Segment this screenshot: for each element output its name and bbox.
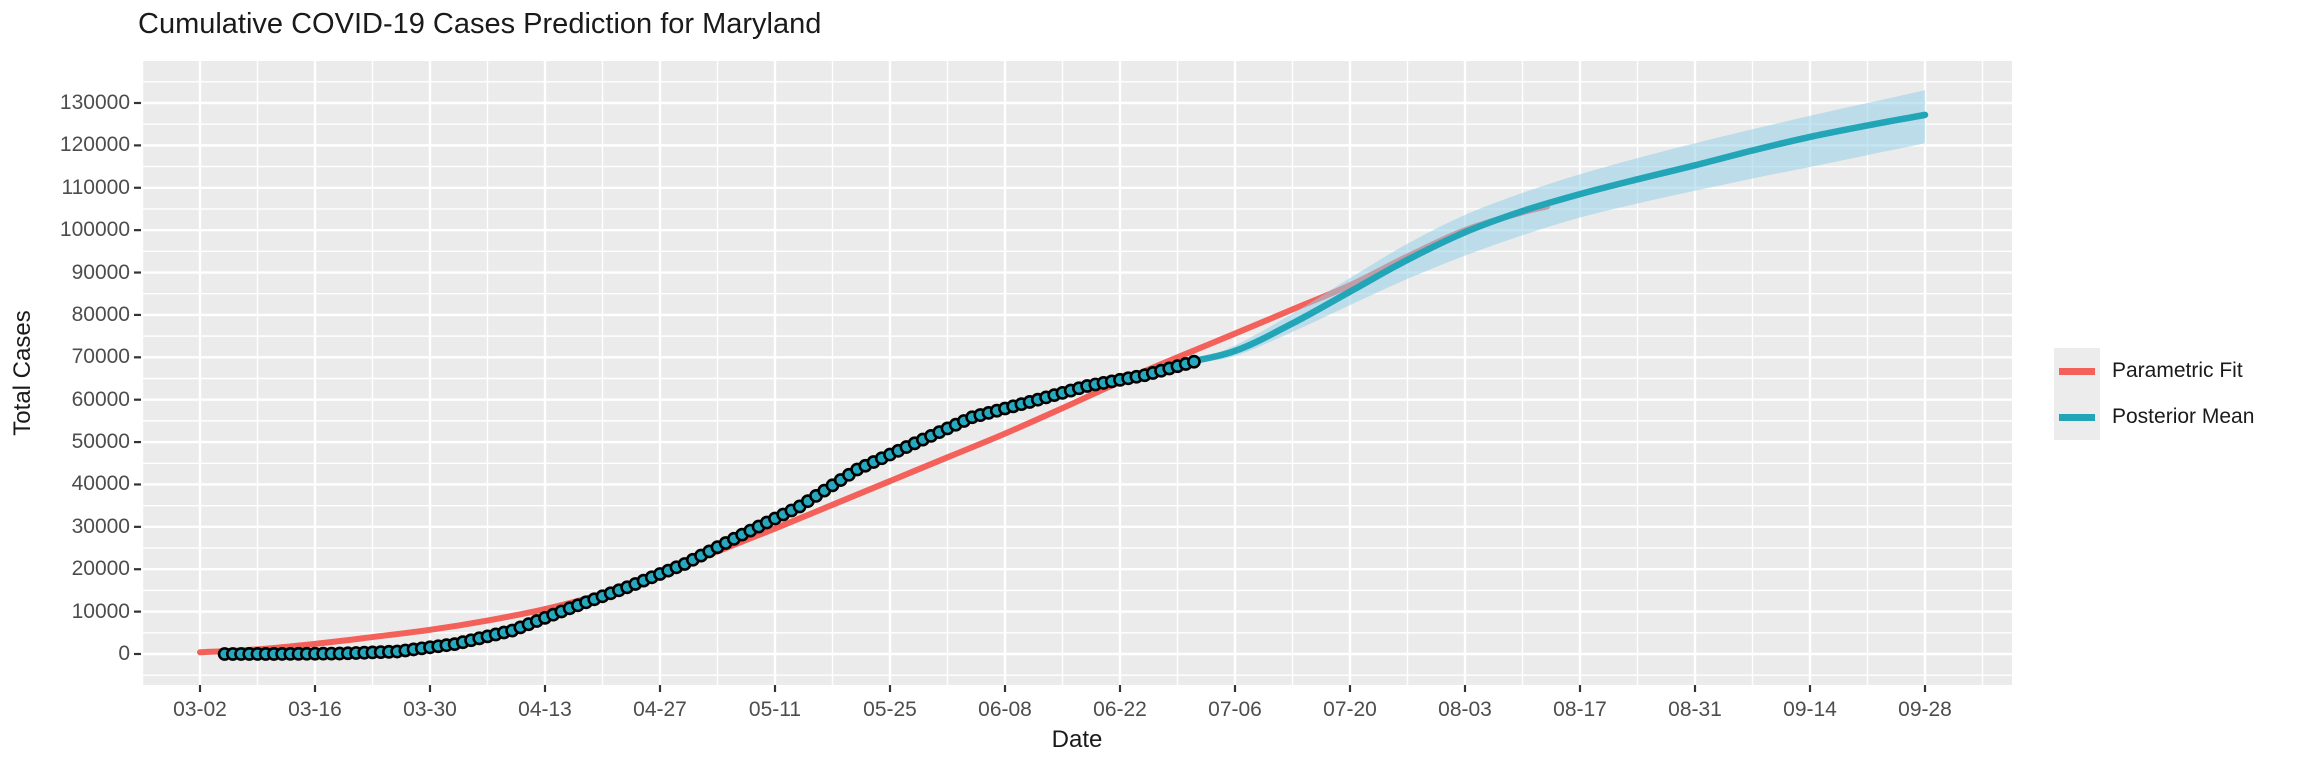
- x-tick-label: 03-30: [403, 698, 457, 721]
- x-tick-label: 07-06: [1208, 698, 1262, 721]
- y-tick-label: 100000: [59, 218, 130, 242]
- parametric-fit-swatch: [2059, 367, 2095, 375]
- x-tick-label: 04-27: [633, 698, 687, 721]
- axis-tick-marks: [134, 101, 1927, 692]
- legend-key-posterior-mean: [2054, 394, 2100, 440]
- x-tick-label: 08-31: [1668, 698, 1722, 721]
- x-axis-title: Date: [1051, 726, 1103, 753]
- y-tick-label: 40000: [71, 472, 130, 496]
- y-tick-label: 120000: [59, 133, 130, 157]
- legend-item-parametric-fit: Parametric Fit: [2054, 348, 2254, 394]
- gridlines: [142, 61, 2012, 685]
- y-tick-label: 70000: [71, 345, 130, 369]
- y-tick-label: 0: [118, 642, 130, 665]
- x-tick-label: 08-03: [1438, 698, 1492, 721]
- x-tick-label: 06-22: [1093, 698, 1147, 721]
- x-tick-label: 07-20: [1323, 698, 1377, 721]
- y-tick-label: 50000: [71, 430, 130, 454]
- observed-point: [1187, 354, 1201, 369]
- y-tick-label: 80000: [71, 302, 130, 326]
- chart-title: Cumulative COVID-19 Cases Prediction for…: [138, 8, 822, 40]
- x-tick-label: 04-13: [518, 698, 572, 721]
- y-tick-label: 110000: [61, 175, 130, 199]
- y-tick-label: 30000: [71, 514, 130, 538]
- posterior-mean-swatch: [2059, 413, 2095, 421]
- x-tick-label: 09-28: [1898, 698, 1952, 721]
- x-tick-label: 03-16: [288, 698, 342, 721]
- legend-label-parametric-fit: Parametric Fit: [2112, 359, 2243, 382]
- x-tick-label: 03-02: [173, 698, 227, 721]
- y-tick-label: 20000: [71, 557, 130, 581]
- y-tick-label: 60000: [71, 387, 130, 411]
- posterior-mean-line: [1059, 111, 1929, 395]
- legend-item-posterior-mean: Posterior Mean: [2054, 394, 2254, 440]
- y-tick-label: 90000: [71, 260, 130, 284]
- x-tick-label: 05-11: [748, 698, 802, 721]
- y-tick-label: 130000: [59, 91, 130, 114]
- x-tick-label: 09-14: [1783, 698, 1837, 721]
- y-axis-title: Total Cases: [9, 310, 36, 436]
- y-tick-label: 10000: [71, 599, 130, 623]
- x-tick-label: 06-08: [978, 698, 1032, 721]
- credible-ribbon: [1193, 90, 1925, 363]
- observed-points: [217, 354, 1201, 661]
- legend: Parametric Fit Posterior Mean: [2054, 348, 2254, 440]
- x-tick-label: 05-25: [863, 698, 917, 721]
- legend-label-posterior-mean: Posterior Mean: [2112, 405, 2255, 428]
- x-tick-label: 08-17: [1553, 698, 1607, 721]
- legend-key-parametric-fit: [2054, 348, 2100, 394]
